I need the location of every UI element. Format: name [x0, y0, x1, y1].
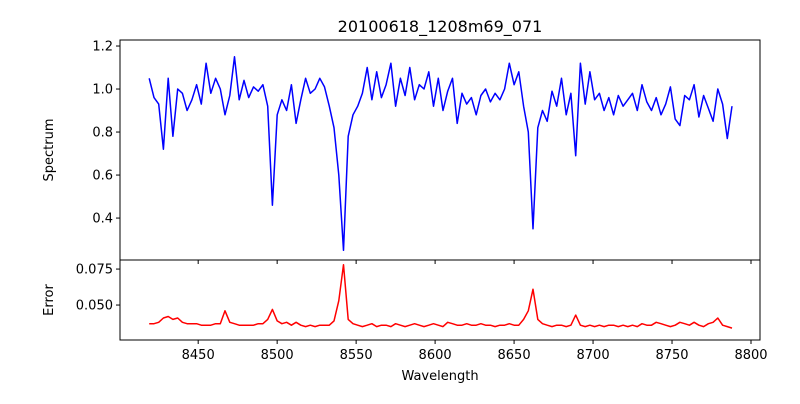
y-tick-label: 0.6 [92, 169, 113, 184]
y-tick-label: 0.050 [76, 299, 113, 314]
error-y-label: Error [42, 284, 57, 316]
y-tick-label: 0.4 [92, 212, 113, 227]
x-tick-label: 8650 [498, 348, 531, 363]
x-tick-label: 8500 [261, 348, 294, 363]
x-tick-label: 8750 [655, 348, 688, 363]
axes-frame [119, 259, 761, 341]
x-tick-label: 8550 [340, 348, 373, 363]
spectrum-series-line [148, 56, 733, 252]
chart-title: 20100618_1208m69_071 [338, 17, 543, 37]
y-tick-label: 1.2 [92, 40, 113, 55]
error-series-line [149, 263, 733, 329]
spectrum-y-label: Spectrum [42, 119, 57, 182]
x-tick-label: 8600 [419, 348, 452, 363]
x-tick-label: 8800 [734, 348, 767, 363]
x-tick-label: 8700 [577, 348, 610, 363]
error-axes: 0.050 0.075 8450 8500 8550 8600 8650 8700 8750 88… [76, 259, 768, 363]
y-tick-label: 1.0 [92, 83, 113, 98]
axes-frame [119, 39, 761, 261]
y-tick-label: 0.8 [92, 126, 113, 141]
x-tick-label: 8450 [182, 348, 215, 363]
spectrum-axes: 0.4 0.6 0.8 1.0 1.2 [92, 39, 761, 264]
y-tick-label: 0.075 [76, 263, 113, 278]
x-axis-label: Wavelength [401, 369, 478, 384]
